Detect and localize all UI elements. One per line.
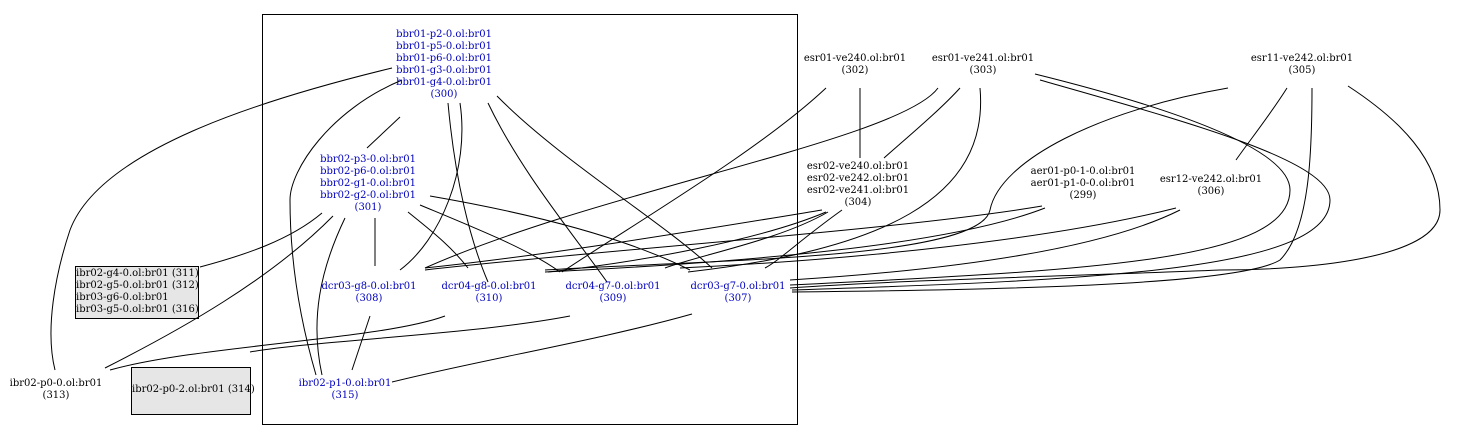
node-label-line: (299) [1070,190,1097,201]
edge [109,315,446,371]
node-label-line: (310) [476,293,503,304]
node-label-line: ibr02-g4-0.ol:br01 (311) [76,268,199,279]
node-label-line: (303) [970,65,997,76]
edge [366,116,401,149]
node-label-line: dcr03-g7-0.ol:br01 [690,281,785,292]
node-label-line: ibr03-g6-0.ol:br01 [76,292,169,303]
node-dcr04-g7[interactable]: dcr04-g7-0.ol:br01 (309) [565,281,660,304]
node-label-line: (308) [356,293,383,304]
edge [199,212,323,268]
edge [50,67,393,371]
node-label-line: (301) [355,202,382,213]
node-label-line: esr01-ve241.ol:br01 [932,53,1034,64]
node-label-line: bbr02-g1-0.ol:br01 [320,178,416,189]
node-esr11-ve242[interactable]: esr11-ve242.ol:br01 (305) [1251,53,1353,76]
edge [289,79,403,376]
edge [419,204,561,273]
edge [883,87,961,159]
node-label-line: esr02-ve240.ol:br01 [807,161,909,172]
node-ibr02-p0-2[interactable]: ibr02-p0-2.ol:br01 (314) [132,384,255,395]
node-label-line: dcr03-g8-0.ol:br01 [321,281,416,292]
node-label-line: bbr02-p6-0.ol:br01 [320,166,416,177]
node-label-line: (313) [43,390,70,401]
edges [50,67,1441,383]
node-label-line: ibr02-p0-2.ol:br01 (314) [132,384,255,395]
edge [547,211,827,273]
node-label-line: ibr02-g5-0.ol:br01 (312) [76,280,199,291]
node-esr02[interactable]: esr02-ve240.ol:br01 esr02-ve242.ol:br01 es… [807,161,909,208]
node-label-line: (304) [845,197,872,208]
node-box-ibr-group[interactable] [75,266,199,319]
node-label-line: bbr01-g3-0.ol:br01 [396,65,492,76]
node-label-line: ibr03-g5-0.ol:br01 (316) [76,304,199,315]
edge [544,207,1046,273]
node-label-line: bbr01-p5-0.ol:br01 [396,41,492,52]
edge [664,211,829,269]
node-label-line: aer01-p0-1-0.ol:br01 [1031,166,1136,177]
node-label-line: dcr04-g8-0.ol:br01 [441,281,536,292]
edge [316,217,346,376]
node-aer01[interactable]: aer01-p0-1-0.ol:br01 aer01-p1-0-0.ol:br01… [1031,166,1136,201]
core-cluster-frame [262,14,798,425]
node-dcr04-g8[interactable]: dcr04-g8-0.ol:br01 (310) [441,281,536,304]
node-label-line: esr02-ve242.ol:br01 [807,173,909,184]
node-label-line: bbr01-p2-0.ol:br01 [396,29,492,40]
edge [687,87,982,273]
node-label-line: ibr02-p0-0.ol:br01 [10,378,103,389]
edge [789,209,1181,281]
node-label-line: bbr01-p6-0.ol:br01 [396,53,492,64]
node-label-line: (309) [600,293,627,304]
edge [399,102,463,271]
edge [391,313,693,383]
edge [791,79,1331,291]
node-label-line: dcr04-g7-0.ol:br01 [565,281,660,292]
node-label-line: (305) [1289,65,1316,76]
node-label-line: esr11-ve242.ol:br01 [1251,53,1353,64]
node-label-line: (302) [842,65,869,76]
edge [424,87,939,269]
edge [104,215,334,369]
node-esr01-ve240[interactable]: esr01-ve240.ol:br01 (302) [804,53,906,76]
node-label-line: bbr02-g2-0.ol:br01 [320,190,416,201]
edge [424,209,823,269]
node-esr12-ve242[interactable]: esr12-ve242.ol:br01 (306) [1160,174,1262,197]
node-bbr02[interactable]: bbr02-p3-0.ol:br01 bbr02-p6-0.ol:br01 bbr0… [320,154,416,213]
edge [447,102,489,283]
node-dcr03-g7[interactable]: dcr03-g7-0.ol:br01 (307) [690,281,785,304]
edge [1235,87,1288,161]
edge [429,195,691,271]
node-ibr-group[interactable]: ibr02-g4-0.ol:br01 (311) ibr02-g5-0.ol:br… [76,268,199,315]
node-ibr02-p1[interactable]: ibr02-p1-0.ol:br01 (315) [299,378,392,401]
node-ibr02-p0-0[interactable]: ibr02-p0-0.ol:br01 (313) [10,378,103,401]
node-label-line: esr12-ve242.ol:br01 [1160,174,1262,185]
edge [789,73,1291,286]
node-box-ibr02-p0-2[interactable] [131,367,251,415]
node-label-line: aer01-p1-0-0.ol:br01 [1031,178,1136,189]
node-label-line: bbr01-g4-0.ol:br01 [396,77,492,88]
edge [764,209,843,269]
edge [407,211,469,269]
node-label-line: (300) [431,89,458,100]
node-label-line: esr02-ve241.ol:br01 [807,185,909,196]
node-dcr03-g8[interactable]: dcr03-g8-0.ol:br01 (308) [321,281,416,304]
node-label-line: esr01-ve240.ol:br01 [804,53,906,64]
edge [789,85,1441,289]
edge [496,95,713,269]
edge [424,205,1043,271]
edge [249,315,571,353]
edge [679,207,1177,269]
node-label-line: bbr02-p3-0.ol:br01 [320,154,416,165]
node-label-line: (307) [725,293,752,304]
node-esr01-ve241[interactable]: esr01-ve241.ol:br01 (303) [932,53,1034,76]
node-bbr01[interactable]: bbr01-p2-0.ol:br01 bbr01-p5-0.ol:br01 bbr0… [396,29,492,100]
edge [561,87,827,273]
edge [351,315,371,371]
node-label-line: (315) [332,390,359,401]
node-label-line: ibr02-p1-0.ol:br01 [299,378,392,389]
node-label-line: (306) [1198,186,1225,197]
edge [487,102,608,283]
